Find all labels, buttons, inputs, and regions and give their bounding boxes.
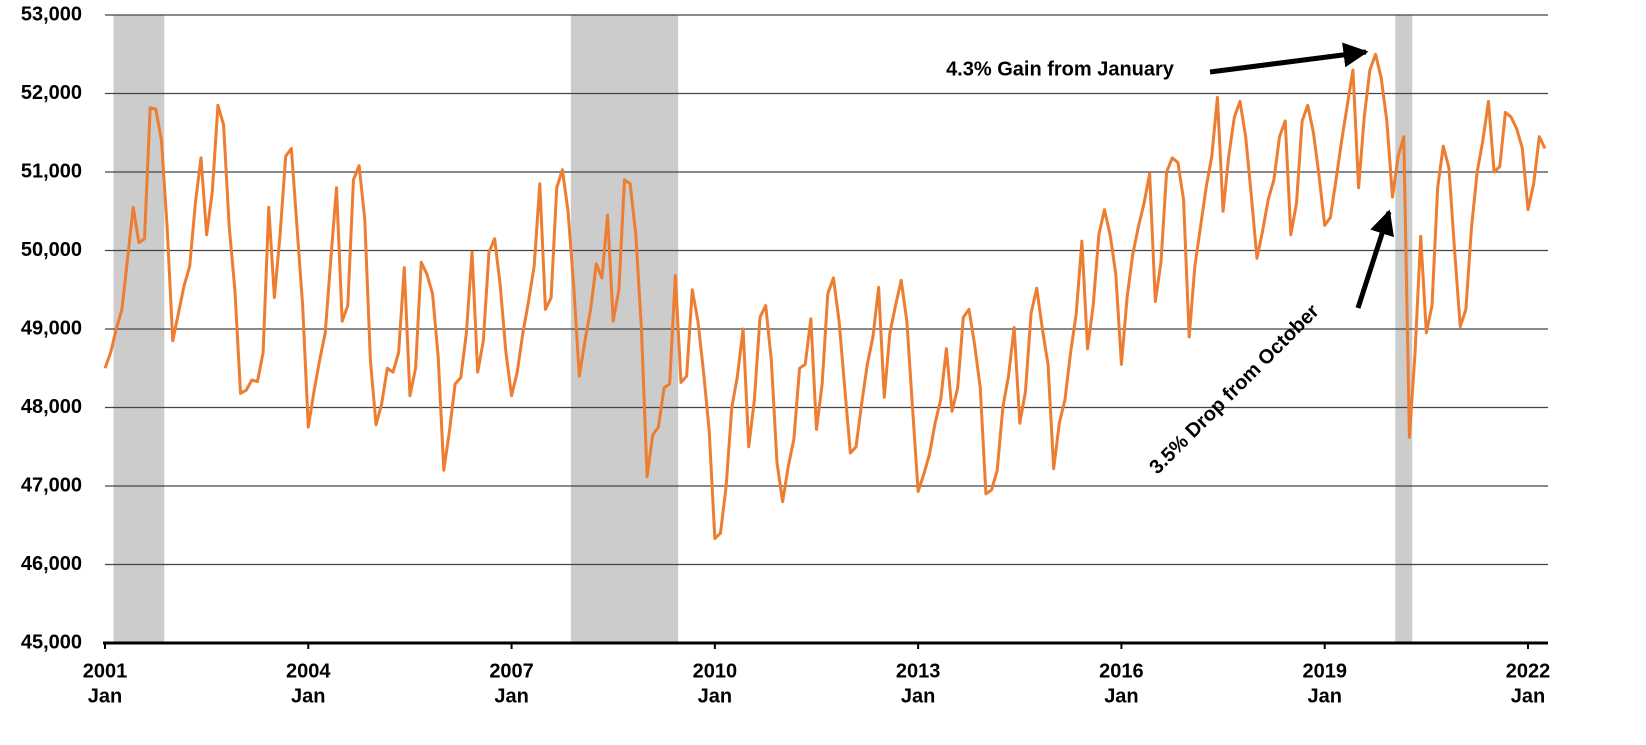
y-tick-label: 52,000 <box>21 82 82 104</box>
x-tick-label: 2013 <box>896 660 941 682</box>
y-tick-label: 47,000 <box>21 474 82 496</box>
labels: 45,000 46,000 47,000 48,000 49,000 50,000 51,0… <box>21 3 1550 707</box>
x-tick-label: 2019 <box>1302 660 1347 682</box>
annotation-arrow <box>1209 42 1369 75</box>
y-tick-label: 46,000 <box>21 553 82 575</box>
annotation: 4.3% Gain from January <box>946 58 1175 80</box>
annotation: 3.5% Drop from October <box>1145 300 1323 478</box>
x-tick-label: Jan <box>901 685 935 707</box>
x-tick-label: 2016 <box>1099 660 1144 682</box>
annotation-arrow <box>1355 209 1394 309</box>
x-tick-label: Jan <box>698 685 732 707</box>
data-line <box>103 52 1547 541</box>
y-tick-label: 48,000 <box>21 396 82 418</box>
x-tick-label: Jan <box>1104 685 1138 707</box>
x-tick-label: Jan <box>291 685 325 707</box>
x-tick-label: Jan <box>494 685 528 707</box>
y-tick-label: 53,000 <box>21 3 82 25</box>
y-tick-label: 49,000 <box>21 317 82 339</box>
x-tick-label: Jan <box>1511 685 1545 707</box>
x-tick-label: 2004 <box>286 660 331 682</box>
x-tick-label: 2007 <box>489 660 534 682</box>
y-tick-label: 51,000 <box>21 160 82 182</box>
x-tick-label: 2001 <box>83 660 128 682</box>
y-tick-label: 50,000 <box>21 239 82 261</box>
x-tick-label: Jan <box>1307 685 1341 707</box>
x-tick-label: 2010 <box>693 660 738 682</box>
plot <box>103 52 1547 541</box>
x-tick-label: 2022 <box>1506 660 1551 682</box>
y-tick-label: 45,000 <box>21 631 82 653</box>
x-tick-label: Jan <box>88 685 122 707</box>
